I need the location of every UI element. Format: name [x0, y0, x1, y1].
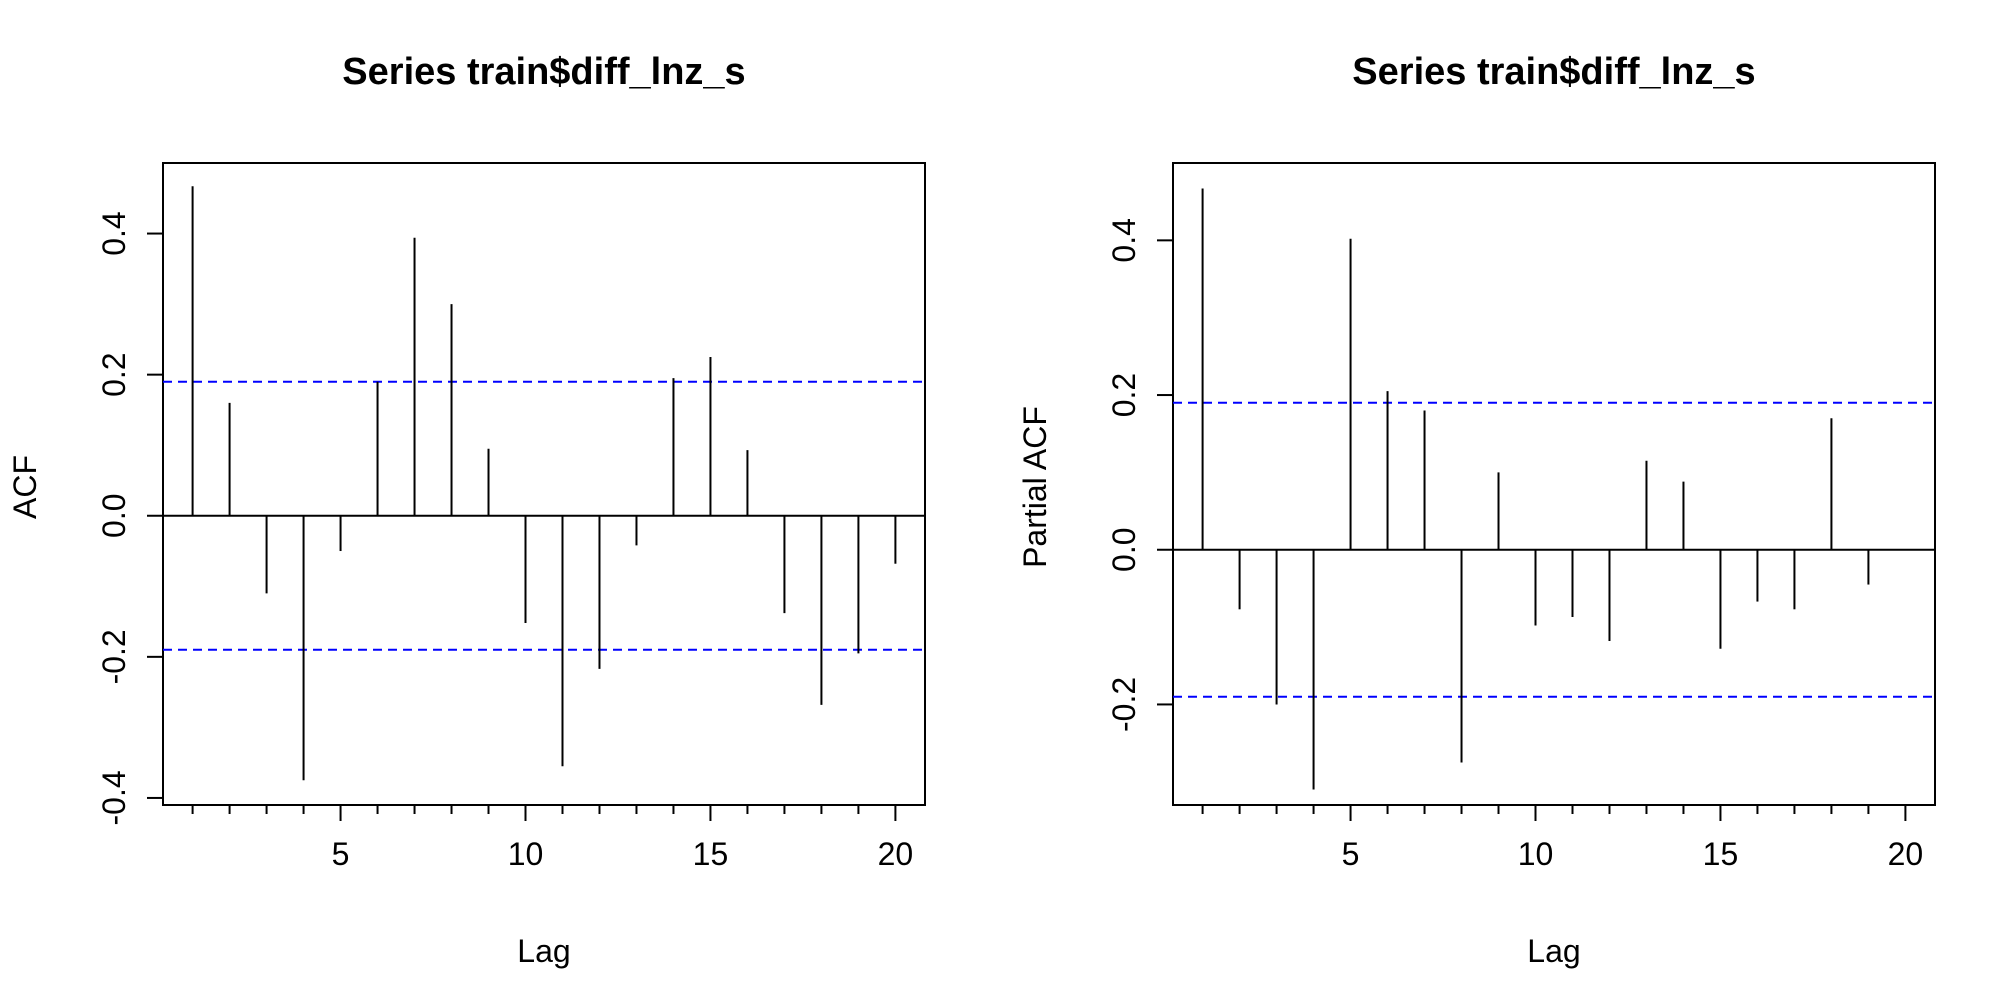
- pacf-x-tick-label: 10: [1518, 836, 1554, 872]
- acf-x-tick-label: 5: [332, 836, 350, 872]
- pacf-plot-frame: [1172, 162, 1936, 806]
- acf-y-tick-label: 0.2: [96, 352, 132, 396]
- pacf-x-label: Lag: [1527, 933, 1580, 969]
- pacf-y-label: Partial ACF: [1017, 406, 1053, 568]
- acf-x-tick-label: 10: [508, 836, 544, 872]
- acf-y-tick-label: 0.0: [96, 494, 132, 538]
- pacf-y-tick-label: 0.2: [1106, 373, 1142, 417]
- pacf-x-tick-label: 20: [1888, 836, 1924, 872]
- pacf-x-tick-label: 15: [1703, 836, 1739, 872]
- acf-x-label: Lag: [517, 933, 570, 969]
- acf-y-tick-label: 0.4: [96, 211, 132, 255]
- pacf-y-tick-label: 0.4: [1106, 218, 1142, 262]
- acf-y-tick-label: -0.4: [96, 770, 132, 825]
- pacf-y-tick-label: 0.0: [1106, 528, 1142, 572]
- acf-panel: Series train$diff_lnz_s Lag ACF 5 10 15 20 -…: [7, 51, 926, 969]
- acf-title: Series train$diff_lnz_s: [342, 51, 745, 93]
- acf-x-tick-label: 15: [693, 836, 729, 872]
- acf-y-tick-label: -0.2: [96, 629, 132, 684]
- pacf-title: Series train$diff_lnz_s: [1352, 51, 1755, 93]
- pacf-x-tick-label: 5: [1342, 836, 1360, 872]
- pacf-y-tick-label: -0.2: [1106, 677, 1142, 732]
- acf-plot-frame: [162, 162, 926, 806]
- acf-x-tick-label: 20: [878, 836, 914, 872]
- pacf-panel: Series train$diff_lnz_s Lag Partial ACF …: [1017, 51, 1936, 969]
- acf-y-label: ACF: [7, 455, 43, 519]
